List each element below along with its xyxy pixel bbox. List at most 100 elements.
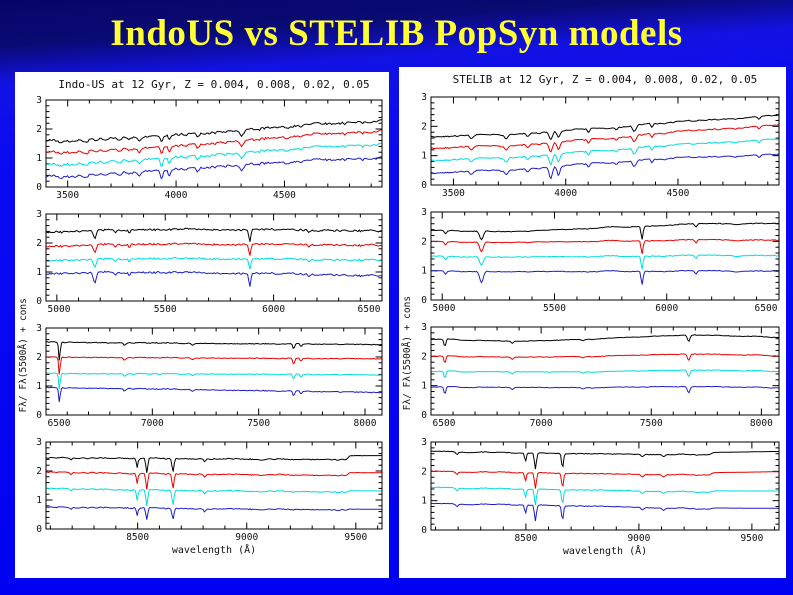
- x-tick-label: 6500: [48, 418, 71, 429]
- y-tick-label: 1: [421, 381, 427, 392]
- x-tick-label: 5500: [154, 304, 177, 315]
- axis-ticks: [430, 96, 779, 186]
- spectrum-blue: [46, 386, 382, 402]
- plot-title: Indo-US at 12 Gyr, Z = 0.004, 0.008, 0.0…: [58, 78, 369, 91]
- spectra-curves: [46, 454, 382, 520]
- axis-ticks: [430, 326, 779, 416]
- y-tick-label: 1: [36, 495, 42, 506]
- axis-ticks: [45, 99, 382, 188]
- y-tick-label: 0: [421, 410, 427, 421]
- axis-ticks: [46, 441, 382, 530]
- spectrum-red: [431, 353, 779, 363]
- subplot-frame: [45, 441, 383, 530]
- x-tick-label: 6500: [755, 303, 778, 314]
- x-tick-label: 8000: [750, 418, 773, 429]
- spectrum-blue: [431, 385, 779, 394]
- x-tick-label: 4500: [273, 190, 296, 201]
- x-tick-label: 3500: [442, 188, 465, 199]
- spectrum-black: [46, 454, 382, 473]
- spectrum-black: [46, 341, 382, 361]
- x-tick-label: 6000: [262, 304, 285, 315]
- plot-title: STELIB at 12 Gyr, Z = 0.004, 0.008, 0.02…: [453, 73, 758, 86]
- spectrum-cyan: [46, 142, 382, 168]
- subplot-frame: [430, 211, 780, 301]
- spectrum-red: [431, 124, 779, 153]
- spectrum-red: [431, 238, 779, 254]
- x-tick-label: 7000: [530, 418, 553, 429]
- spectra-curves: [46, 227, 382, 287]
- spectrum-black: [46, 227, 382, 242]
- spectrum-blue: [431, 153, 779, 180]
- y-tick-label: 2: [421, 236, 427, 247]
- spectrum-red: [46, 471, 382, 490]
- axis-ticks: [46, 213, 383, 302]
- x-tick-label: 9500: [344, 532, 367, 543]
- x-tick-label: 8500: [126, 532, 149, 543]
- x-tick-label: 8000: [354, 418, 377, 429]
- x-tick-label: 5500: [543, 303, 566, 314]
- y-tick-label: 1: [36, 153, 42, 164]
- y-tick-label: 0: [36, 410, 42, 421]
- spectra-curves: [46, 119, 382, 180]
- spectrum-black: [431, 222, 779, 241]
- y-tick-label: 2: [36, 238, 42, 249]
- spectrum-cyan: [431, 254, 779, 270]
- spectrum-black: [431, 334, 779, 347]
- y-axis-label: Fλ/ Fλ(5500Å) + cons: [401, 296, 413, 410]
- y-tick-label: 3: [36, 95, 42, 106]
- x-tick-label: 9000: [235, 532, 258, 543]
- spectrum-blue: [431, 502, 779, 522]
- subplot-frame: [45, 327, 383, 416]
- y-tick-label: 2: [36, 466, 42, 477]
- y-tick-label: 0: [421, 525, 427, 536]
- slide-title: IndoUS vs STELIB PopSyn models: [110, 13, 683, 54]
- y-tick-label: 3: [421, 322, 427, 333]
- y-tick-label: 1: [421, 496, 427, 507]
- axis-ticks: [431, 441, 779, 531]
- spectrum-cyan: [46, 257, 382, 270]
- subplot-frame: [45, 99, 383, 188]
- x-tick-label: 4000: [554, 188, 577, 199]
- y-tick-label: 2: [421, 121, 427, 132]
- subplot-frame: [430, 326, 780, 416]
- subplot-frame: [430, 96, 780, 186]
- stelib-spectra-chart: STELIB at 12 Gyr, Z = 0.004, 0.008, 0.02…: [401, 73, 780, 557]
- y-tick-label: 0: [36, 182, 42, 193]
- spectra-curves: [431, 222, 779, 285]
- y-tick-label: 1: [36, 267, 42, 278]
- spectrum-cyan: [431, 369, 779, 378]
- spectrum-blue: [431, 269, 779, 285]
- x-tick-label: 6000: [655, 303, 678, 314]
- y-axis-label: Fλ/ Fλ(5500Å) + cons: [17, 298, 29, 412]
- x-tick-label: 5000: [433, 303, 456, 314]
- y-tick-label: 2: [36, 352, 42, 363]
- spectrum-red: [46, 356, 382, 375]
- x-tick-label: 4500: [667, 188, 690, 199]
- y-tick-label: 0: [421, 180, 427, 191]
- subplot-frame: [430, 441, 780, 531]
- y-tick-label: 1: [36, 381, 42, 392]
- x-tick-label: 3500: [56, 190, 79, 201]
- y-tick-label: 2: [421, 351, 427, 362]
- spectra-curves: [431, 114, 779, 180]
- y-tick-label: 1: [421, 266, 427, 277]
- x-tick-label: 6500: [358, 304, 381, 315]
- spectrum-cyan: [431, 138, 779, 166]
- x-tick-label: 4000: [165, 190, 188, 201]
- y-tick-label: 1: [421, 151, 427, 162]
- spectrum-red: [431, 470, 779, 489]
- spectrum-red: [46, 129, 382, 155]
- x-axis-label: wavelength (Å): [172, 543, 256, 556]
- indo-us-spectra-chart: Indo-US at 12 Gyr, Z = 0.004, 0.008, 0.0…: [17, 78, 383, 556]
- spectrum-blue: [46, 506, 382, 520]
- spectrum-blue: [46, 270, 382, 287]
- x-tick-label: 7500: [247, 418, 270, 429]
- spectra-curves: [431, 334, 779, 394]
- spectrum-cyan: [46, 372, 382, 390]
- x-tick-label: 8500: [514, 533, 537, 544]
- stelib-chart-panel: STELIB at 12 Gyr, Z = 0.004, 0.008, 0.02…: [399, 67, 786, 578]
- axis-ticks: [45, 327, 382, 416]
- y-tick-label: 2: [36, 124, 42, 135]
- y-tick-label: 0: [421, 295, 427, 306]
